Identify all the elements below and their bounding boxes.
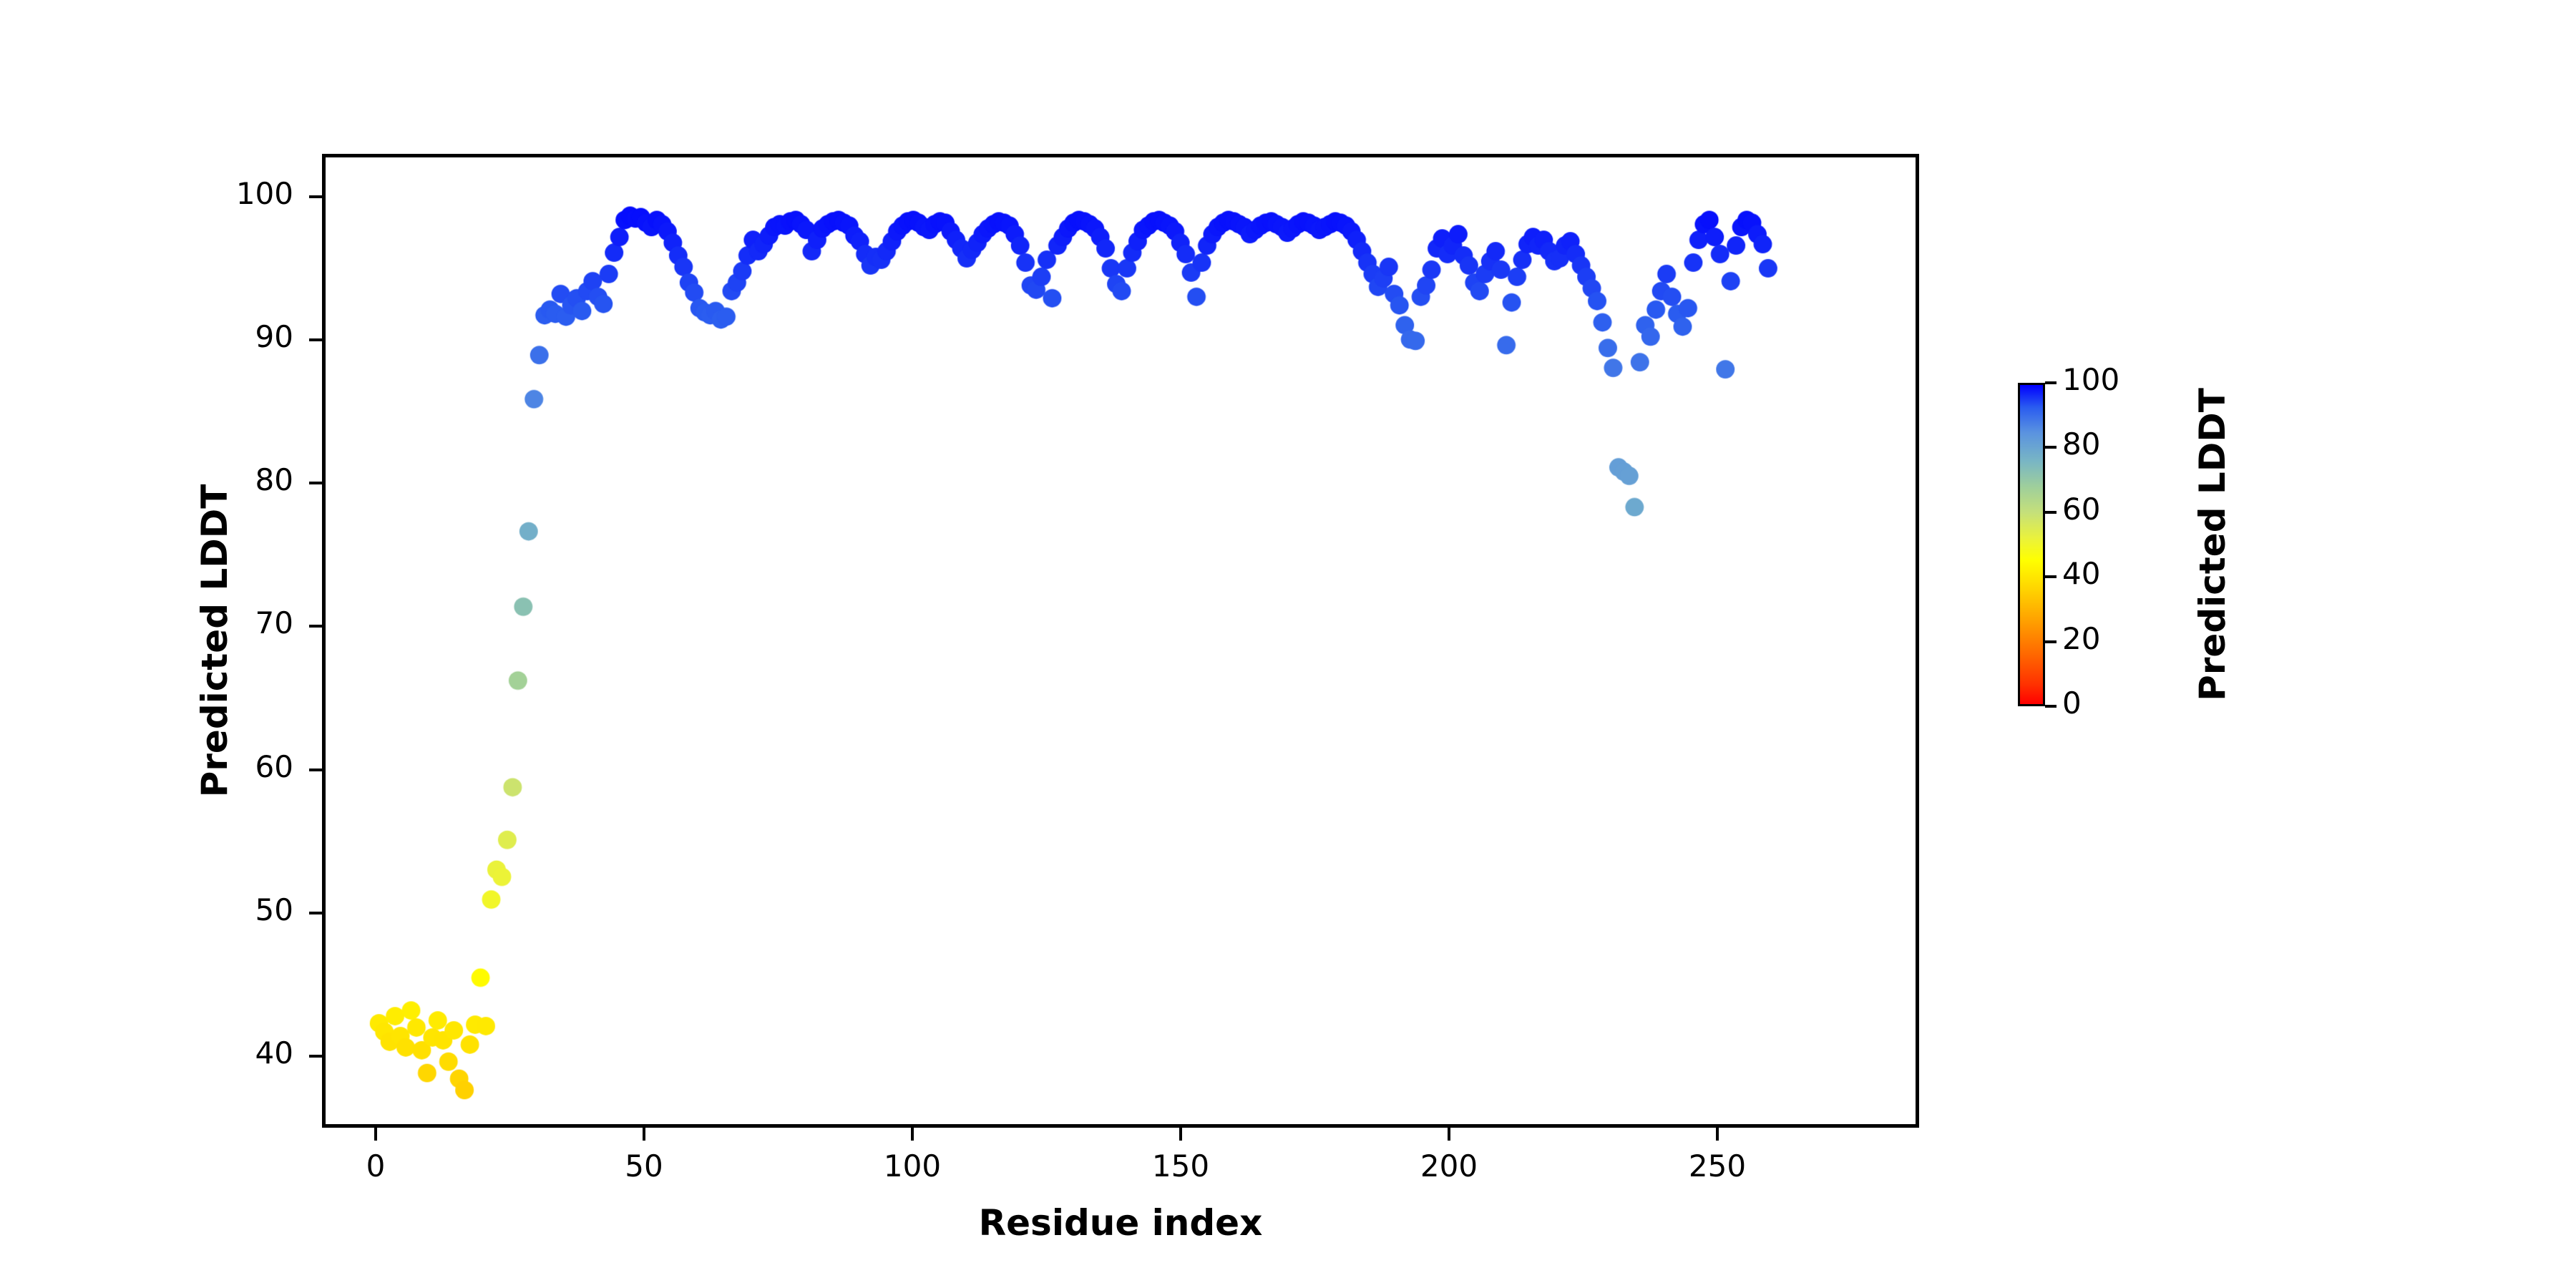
colorbar-tick-40: [2045, 575, 2057, 579]
x-tick-0: [374, 1128, 377, 1141]
colorbar-tick-60: [2045, 510, 2057, 514]
y-tick-50: [309, 911, 322, 914]
x-tick-50: [643, 1128, 645, 1141]
y-tick-label-40: 40: [255, 1035, 293, 1070]
x-tick-label-0: 0: [366, 1148, 386, 1184]
colorbar-gradient: [2018, 383, 2045, 706]
colorbar-tick-0: [2045, 705, 2057, 708]
y-tick-label-100: 100: [235, 176, 293, 212]
x-tick-200: [1448, 1128, 1450, 1141]
colorbar-tick-label-80: 80: [2062, 426, 2101, 462]
scatter-plot-axes: [322, 154, 1919, 1128]
colorbar-title: Predicted LDDT: [2192, 388, 2233, 701]
y-tick-label-70: 70: [255, 605, 293, 641]
y-tick-label-60: 60: [255, 748, 293, 784]
y-tick-70: [309, 625, 322, 628]
x-tick-label-150: 150: [1151, 1148, 1210, 1184]
colorbar-tick-label-100: 100: [2062, 362, 2120, 397]
y-axis-title: Predicted LDDT: [194, 484, 235, 798]
colorbar-tick-20: [2045, 640, 2057, 643]
y-tick-60: [309, 768, 322, 771]
x-tick-250: [1716, 1128, 1719, 1141]
x-tick-label-250: 250: [1688, 1148, 1747, 1184]
y-tick-100: [309, 195, 322, 199]
y-tick-80: [309, 482, 322, 485]
x-tick-label-200: 200: [1420, 1148, 1478, 1184]
x-tick-100: [911, 1128, 914, 1141]
y-tick-90: [309, 338, 322, 342]
y-tick-40: [309, 1054, 322, 1058]
x-axis-title: Residue index: [978, 1202, 1263, 1244]
y-tick-label-80: 80: [255, 462, 293, 498]
y-tick-label-50: 50: [255, 892, 293, 927]
colorbar-tick-100: [2045, 381, 2057, 384]
x-tick-label-100: 100: [883, 1148, 942, 1184]
colorbar-tick-label-0: 0: [2062, 686, 2082, 721]
x-tick-150: [1179, 1128, 1182, 1141]
scatter-points-layer: [326, 157, 1916, 1124]
colorbar-tick-80: [2045, 446, 2057, 449]
colorbar-tick-label-20: 20: [2062, 620, 2101, 656]
colorbar-tick-label-60: 60: [2062, 491, 2101, 527]
y-tick-label-90: 90: [255, 319, 293, 355]
x-tick-label-50: 50: [625, 1148, 663, 1184]
colorbar-tick-label-40: 40: [2062, 556, 2101, 592]
